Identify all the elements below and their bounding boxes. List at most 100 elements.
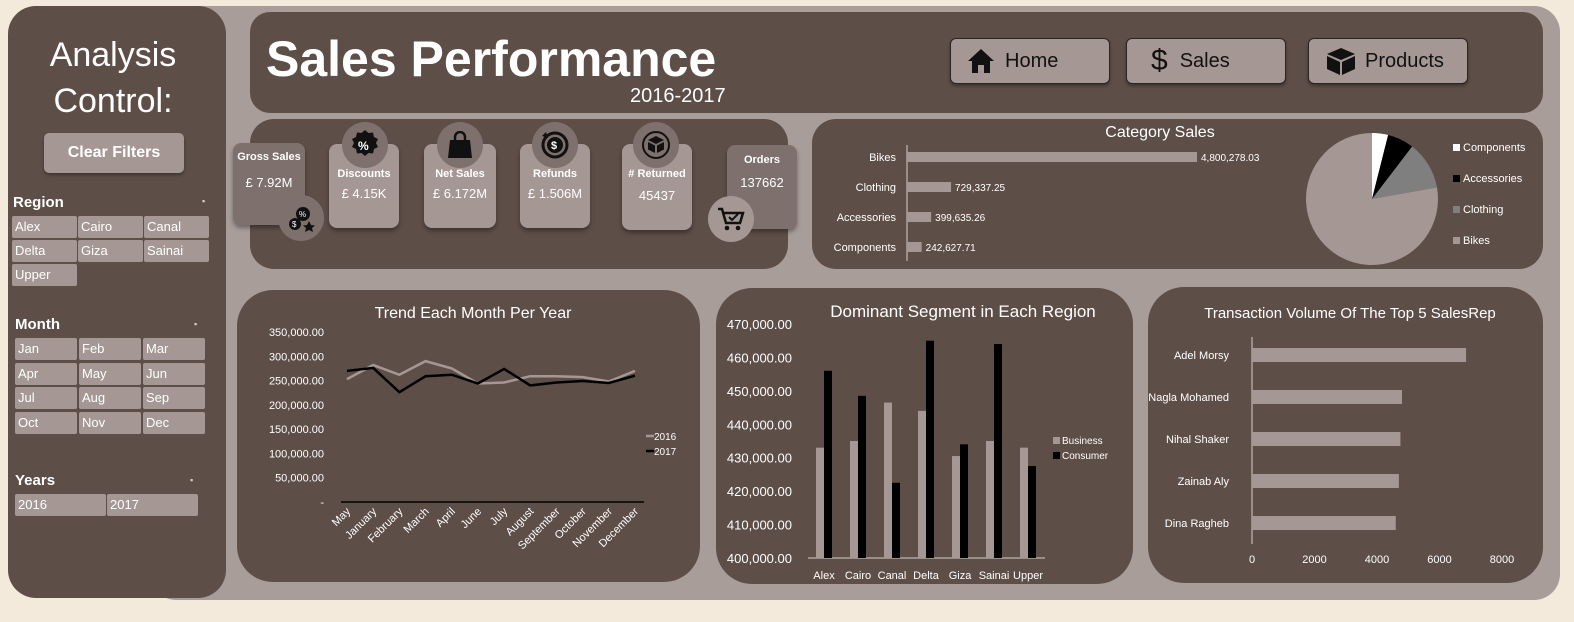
segment-bar-business xyxy=(1020,447,1028,558)
segment-bar-business xyxy=(986,441,994,558)
sales-button[interactable]: $ Sales xyxy=(1126,38,1286,84)
x-tick-label: June xyxy=(459,506,484,531)
discount-badge-icon: % xyxy=(342,122,388,168)
region-chip-giza[interactable]: Giza xyxy=(78,240,143,262)
year-chip-2017[interactable]: 2017 xyxy=(107,494,198,516)
pie-slice xyxy=(1306,133,1438,265)
svg-text:%: % xyxy=(299,210,306,219)
month-chip-oct[interactable]: Oct xyxy=(15,411,77,434)
shopping-bag-icon xyxy=(437,122,483,168)
month-chip-sep[interactable]: Sep xyxy=(143,387,205,409)
salesrep-label: Zainab Aly xyxy=(1178,476,1230,488)
sidebar-title: Analysis Control: xyxy=(49,36,177,120)
category-value-label: 242,627.71 xyxy=(926,243,976,254)
pie-slice xyxy=(1372,146,1437,199)
pie-slice xyxy=(1372,133,1389,199)
category-label: Components xyxy=(834,242,897,254)
segment-bar-consumer xyxy=(824,370,832,558)
x-tick-label: July xyxy=(488,505,511,528)
segment-bar-consumer xyxy=(926,340,934,558)
segment-bar-consumer xyxy=(1028,466,1036,558)
svg-text:$: $ xyxy=(551,140,557,152)
region-chip-upper[interactable]: Upper xyxy=(12,264,77,286)
salesrep-label: Nagla Mohamed xyxy=(1148,392,1229,404)
y-tick-label: 400,000.00 xyxy=(727,551,792,566)
category-sales-chart: Category Sales Bikes 4,800,278.03 Clothing 7… xyxy=(834,124,1526,265)
category-bar xyxy=(907,212,932,222)
segment-bar-business xyxy=(952,456,960,558)
x-tick-label: Cairo xyxy=(845,570,871,582)
analysis-control-sidebar: Analysis Control: Clear Filters Region ▪… xyxy=(8,6,226,598)
region-chip-cairo[interactable]: Cairo xyxy=(78,216,143,238)
segment-bar-business xyxy=(850,441,858,558)
series-line-2017 xyxy=(346,366,636,394)
y-tick-label: 200,000.00 xyxy=(269,400,324,412)
month-chip-jan[interactable]: Jan xyxy=(15,338,77,360)
segment-bar-business xyxy=(918,410,926,558)
y-tick-label: 150,000.00 xyxy=(269,424,324,436)
page-subtitle: 2016-2017 xyxy=(630,85,726,107)
salesrep-label: Dina Ragheb xyxy=(1165,518,1229,530)
x-tick-label: 8000 xyxy=(1490,554,1514,566)
series-line-2016 xyxy=(346,359,636,385)
y-tick-label: 460,000.00 xyxy=(727,350,792,365)
segment-chart: Dominant Segment in Each Region 400,000.0… xyxy=(727,302,1109,582)
legend-label: Clothing xyxy=(1463,204,1503,216)
category-label: Accessories xyxy=(837,212,897,224)
month-chip-feb[interactable]: Feb xyxy=(79,338,141,360)
segment-bar-consumer xyxy=(892,482,900,558)
legend-swatch xyxy=(1453,144,1460,151)
region-chip-sainai[interactable]: Sainai xyxy=(144,240,209,262)
y-tick-label: 250,000.00 xyxy=(269,376,324,388)
x-tick-label: Giza xyxy=(949,570,973,582)
x-tick-label: Alex xyxy=(813,570,835,582)
x-tick-label: 6000 xyxy=(1427,554,1451,566)
chart-title: Dominant Segment in Each Region xyxy=(830,302,1096,321)
segment-bar-consumer xyxy=(960,444,968,558)
x-tick-label: Sainai xyxy=(979,570,1010,582)
legend-label: Business xyxy=(1062,436,1103,447)
home-button[interactable]: Home xyxy=(950,38,1110,84)
month-chip-dec[interactable]: Dec xyxy=(143,411,205,434)
salesrep-bar xyxy=(1252,390,1402,404)
month-chip-jul[interactable]: Jul xyxy=(15,387,77,409)
x-tick-label: Canal xyxy=(878,570,907,582)
segment-bar-business xyxy=(816,447,824,558)
month-chip-mar[interactable]: Mar xyxy=(143,338,205,360)
region-chip-alex[interactable]: Alex xyxy=(12,216,77,238)
region-slicer-label: Region xyxy=(13,194,64,211)
x-tick-label: 2000 xyxy=(1302,554,1326,566)
month-chip-jun[interactable]: Jun xyxy=(143,362,205,385)
segment-bar-consumer xyxy=(858,395,866,558)
slicer-menu-icon[interactable]: ▪ xyxy=(202,196,206,206)
month-chip-nov[interactable]: Nov xyxy=(79,411,141,434)
trend-chart: Trend Each Month Per Year - 50,000.00 100,0… xyxy=(269,305,677,552)
legend-swatch xyxy=(1453,206,1460,213)
month-chip-may[interactable]: May xyxy=(79,362,141,385)
category-label: Bikes xyxy=(869,152,896,164)
region-chip-delta[interactable]: Delta xyxy=(12,240,77,262)
chart-title: Category Sales xyxy=(1105,124,1214,141)
category-value-label: 4,800,278.03 xyxy=(1201,153,1260,164)
legend-swatch xyxy=(1053,437,1060,444)
svg-text:$: $ xyxy=(292,220,297,229)
x-tick-label: March xyxy=(402,506,432,536)
year-chip-2016[interactable]: 2016 xyxy=(15,494,106,516)
slicer-menu-icon[interactable]: ▪ xyxy=(190,475,194,485)
month-chip-apr[interactable]: Apr xyxy=(15,362,77,385)
region-chip-canal[interactable]: Canal xyxy=(144,216,209,238)
slicer-menu-icon[interactable]: ▪ xyxy=(194,319,198,329)
chart-title: Trend Each Month Per Year xyxy=(375,305,573,322)
pie-slice xyxy=(1372,135,1413,199)
legend-label: Bikes xyxy=(1463,235,1490,247)
products-button[interactable]: Products xyxy=(1308,38,1468,84)
y-tick-label: 470,000.00 xyxy=(727,317,792,332)
y-tick-label: 450,000.00 xyxy=(727,384,792,399)
products-label: Products xyxy=(1365,49,1444,72)
category-bar xyxy=(907,152,1197,162)
home-label: Home xyxy=(1005,49,1059,72)
orders-card: Orders 137662 xyxy=(727,145,797,229)
month-chip-aug[interactable]: Aug xyxy=(79,387,141,409)
clear-filters-button[interactable]: Clear Filters xyxy=(44,133,184,173)
segment-bar-business xyxy=(884,402,892,558)
